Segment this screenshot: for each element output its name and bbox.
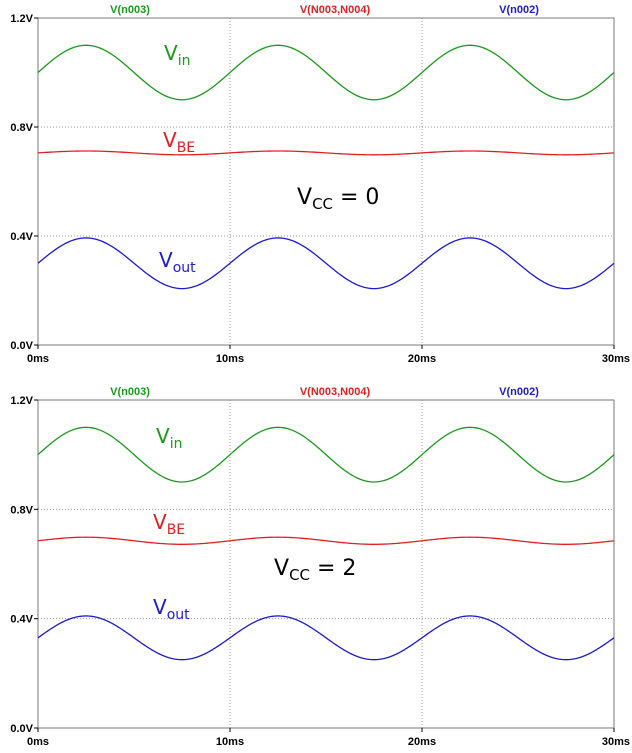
x-tick-label: 30ms	[602, 736, 630, 748]
y-tick-label: 0.0V	[10, 723, 33, 735]
vcc-annotation-sub: CC	[312, 195, 333, 213]
vcc-annotation-main: V	[274, 556, 289, 581]
x-tick-label: 20ms	[408, 353, 436, 365]
chart-panel-1: 0.0V 0.4V 0.8V 1.2V 0ms 10ms 20ms 30ms V(n003) Vi…	[10, 4, 630, 365]
series-label-sub: BE	[167, 522, 185, 538]
series-line-out	[37, 237, 615, 290]
series-label: Vin	[164, 41, 190, 69]
x-tick-label: 10ms	[216, 736, 244, 748]
vcc-annotation: VCC = 2	[274, 556, 356, 584]
series-line-in	[37, 44, 615, 101]
legend-entry: V(n003)	[110, 4, 150, 16]
series-label-sub: in	[170, 436, 183, 452]
vcc-annotation-sub: CC	[289, 566, 310, 584]
legend-entry: V(n002)	[499, 386, 539, 398]
series-line-in	[37, 426, 615, 483]
legend-entry: V(N003,N004)	[300, 4, 371, 16]
vcc-annotation: VCC = 0	[297, 185, 379, 213]
series-line-BE	[37, 536, 615, 545]
x-tick-label: 0ms	[27, 736, 49, 748]
y-tick-label: 0.4V	[10, 231, 33, 243]
series-label-sub: out	[167, 607, 190, 623]
y-tick-label: 0.0V	[10, 340, 33, 352]
y-tick-label: 0.8V	[10, 122, 33, 134]
series-label: VBE	[153, 510, 185, 538]
legend-entry: V(n003)	[110, 386, 150, 398]
series-label-main: V	[153, 595, 167, 619]
y-tick-label: 1.2V	[10, 13, 33, 25]
y-tick-label: 0.4V	[10, 614, 33, 626]
y-tick-label: 1.2V	[10, 395, 33, 407]
x-tick-label: 30ms	[602, 353, 630, 365]
series-label-main: V	[164, 41, 178, 65]
legend-entry: V(n002)	[499, 4, 539, 16]
series-label: VBE	[163, 128, 195, 156]
x-tick-label: 10ms	[216, 353, 244, 365]
series-label-sub: out	[173, 260, 196, 276]
legend-entry: V(N003,N004)	[300, 386, 371, 398]
series-label-sub: in	[178, 53, 191, 69]
series-label-main: V	[156, 424, 170, 448]
vcc-annotation-main: V	[297, 185, 312, 210]
x-tick-label: 20ms	[408, 736, 436, 748]
y-tick-label: 0.8V	[10, 504, 33, 516]
chart-panel-2: 0.0V 0.4V 0.8V 1.2V 0ms 10ms 20ms 30ms V(n003) Vi…	[10, 386, 630, 748]
plot-frame	[37, 17, 615, 346]
series-label: Vout	[153, 595, 190, 623]
series-label-sub: BE	[177, 140, 195, 156]
series-label-main: V	[163, 128, 177, 152]
vcc-annotation-rest: = 2	[310, 556, 356, 581]
series-label-main: V	[153, 510, 167, 534]
x-tick-label: 0ms	[27, 353, 49, 365]
series-line-out	[37, 615, 615, 661]
series-line-BE	[37, 150, 615, 156]
series-label: Vin	[156, 424, 182, 452]
vcc-annotation-rest: = 0	[333, 185, 379, 210]
series-label: Vout	[159, 248, 196, 276]
series-label-main: V	[159, 248, 173, 272]
